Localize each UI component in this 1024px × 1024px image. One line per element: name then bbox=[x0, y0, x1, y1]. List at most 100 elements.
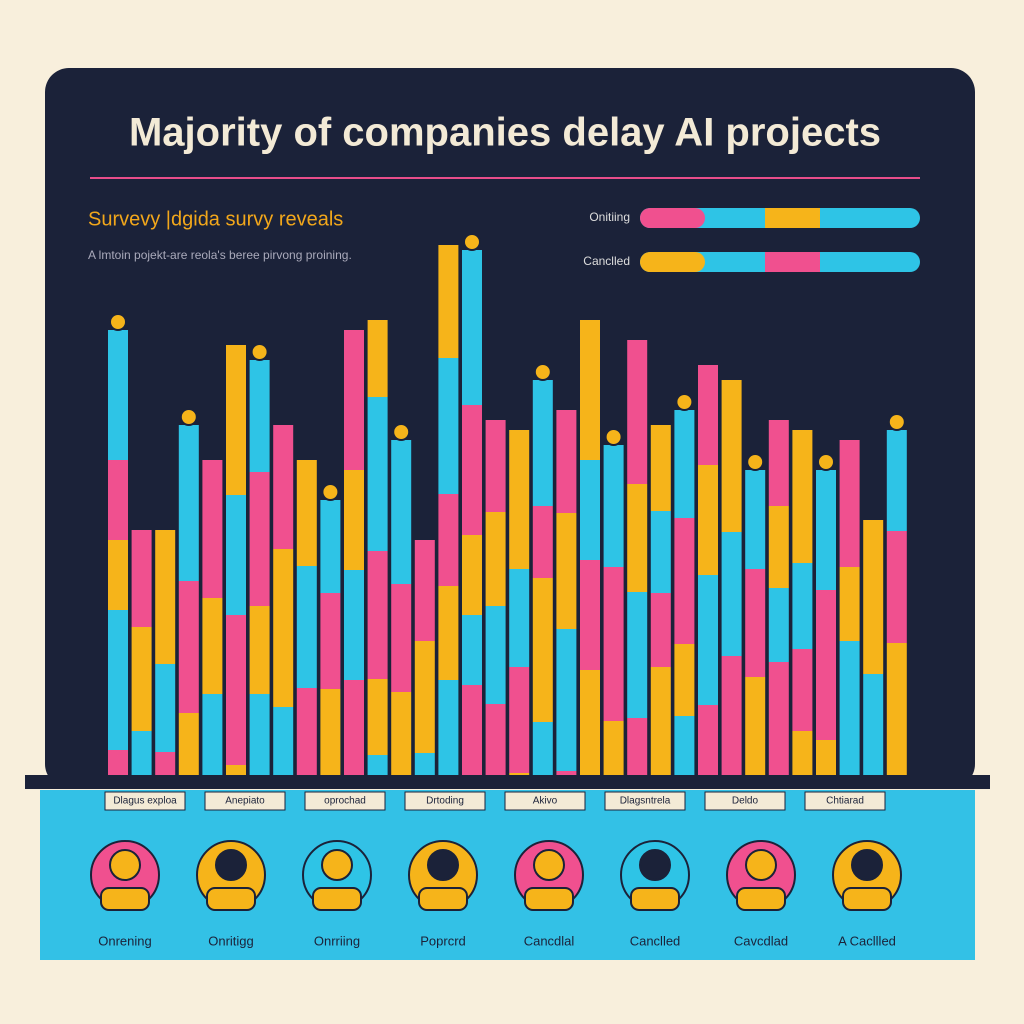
category-label: oprochad bbox=[324, 796, 366, 807]
category-label: Akivo bbox=[533, 796, 558, 807]
decor-bar-segment bbox=[532, 380, 553, 506]
legend-bar-part bbox=[640, 252, 705, 272]
bars bbox=[108, 233, 907, 775]
decor-bar-segment bbox=[509, 569, 530, 667]
baseline bbox=[25, 775, 990, 789]
decor-dot bbox=[463, 233, 481, 251]
avatar-head bbox=[851, 849, 883, 881]
decor-bar-segment bbox=[792, 649, 813, 731]
decor-bar-segment bbox=[580, 560, 600, 670]
avatar-head bbox=[427, 849, 459, 881]
decor-bar-segment bbox=[178, 425, 199, 581]
decor-bar-segment bbox=[178, 581, 199, 713]
decor-bar-segment bbox=[839, 641, 860, 775]
lower-panel bbox=[40, 790, 975, 960]
category-box bbox=[404, 791, 486, 811]
decor-bar-segment bbox=[745, 470, 766, 569]
decor-dot bbox=[392, 423, 411, 441]
decor-bar-segment bbox=[249, 360, 270, 472]
legend-label: Canclled bbox=[583, 254, 630, 268]
decor-bar-segment bbox=[226, 765, 246, 775]
decor-bar-segment bbox=[391, 584, 412, 692]
decor-bar-segment bbox=[768, 588, 789, 662]
decor-bar-segment bbox=[792, 563, 813, 649]
decor-bar-segment bbox=[721, 380, 742, 532]
category-label: Drtoding bbox=[426, 796, 464, 807]
decor-bar-segment bbox=[414, 540, 435, 641]
decor-bar-segment bbox=[108, 460, 128, 540]
decor-bar-segment bbox=[202, 694, 223, 775]
decor-dot bbox=[604, 428, 623, 446]
decor-bar-segment bbox=[202, 598, 223, 694]
decor-bar-segment bbox=[839, 440, 860, 567]
decor-bar-segment bbox=[792, 430, 813, 563]
decor-bar-segment bbox=[768, 662, 789, 775]
decor-bar-segment bbox=[462, 615, 482, 685]
decor-bar-segment bbox=[202, 460, 223, 598]
decor-bar-segment bbox=[839, 567, 860, 641]
legend-bar-part bbox=[640, 208, 705, 228]
decor-bar-segment bbox=[462, 535, 482, 615]
decor-bar-segment bbox=[462, 405, 482, 535]
decor-bar-segment bbox=[438, 245, 459, 358]
decor-bar-segment bbox=[603, 445, 624, 567]
decor-bar-segment bbox=[603, 567, 624, 721]
decor-bar-segment bbox=[391, 692, 412, 775]
avatar-body bbox=[842, 887, 892, 911]
description: A lmtoin pojekt-are reola's beree pirvon… bbox=[88, 248, 352, 262]
decor-bar-segment bbox=[131, 627, 152, 731]
decor-bar-segment bbox=[178, 713, 199, 775]
category-label: Dlagsntrela bbox=[620, 796, 671, 807]
person-label: Cavcdlad bbox=[734, 933, 788, 948]
category-label: Anepiato bbox=[225, 796, 265, 807]
decor-bar-segment bbox=[580, 460, 600, 560]
decor-bar-segment bbox=[438, 358, 459, 494]
avatar-head bbox=[533, 849, 565, 881]
decor-bar-segment bbox=[108, 540, 128, 610]
decor-bar-segment bbox=[580, 670, 600, 775]
decor-bar-segment bbox=[320, 500, 341, 593]
category-box bbox=[304, 791, 386, 811]
decor-dot bbox=[817, 453, 835, 471]
avatar-body bbox=[736, 887, 786, 911]
decor-bar-segment bbox=[226, 495, 246, 615]
decor-dot bbox=[250, 343, 269, 361]
decor-bar-segment bbox=[768, 506, 789, 588]
decor-bar-segment bbox=[273, 549, 294, 707]
decor-bar-segment bbox=[273, 425, 294, 549]
decor-bar-segment bbox=[131, 731, 152, 775]
category-box bbox=[604, 791, 686, 811]
decor-bar-segment bbox=[296, 688, 317, 775]
decor-bar-segment bbox=[226, 345, 246, 495]
decor-dot bbox=[179, 408, 198, 426]
decor-bar-segment bbox=[627, 592, 648, 718]
decor-bar-segment bbox=[414, 753, 435, 775]
category-label: Chtiarad bbox=[826, 796, 864, 807]
decor-bar-segment bbox=[367, 397, 388, 551]
decor-bar-segment bbox=[485, 704, 506, 775]
person-label: Poprcrd bbox=[420, 933, 466, 948]
decor-bar-segment bbox=[296, 460, 317, 566]
decor-dot bbox=[675, 393, 694, 411]
decor-bar-segment bbox=[650, 593, 671, 667]
decor-bar-segment bbox=[485, 606, 506, 704]
avatar-head bbox=[639, 849, 671, 881]
decor-bar-segment bbox=[131, 530, 152, 627]
decor-bar-segment bbox=[650, 425, 671, 511]
decor-bar-segment bbox=[863, 674, 884, 775]
legend-bar-part bbox=[765, 208, 820, 228]
decor-bar-segment bbox=[273, 707, 294, 775]
decor-dot bbox=[533, 363, 552, 381]
decor-bar-segment bbox=[627, 718, 648, 775]
decor-bar-segment bbox=[509, 773, 530, 775]
decor-bar-segment bbox=[226, 615, 246, 765]
avatar-body bbox=[100, 887, 150, 911]
decor-bar-segment bbox=[863, 520, 884, 674]
avatar-head bbox=[109, 849, 141, 881]
decor-bar-segment bbox=[155, 752, 176, 775]
avatar-body bbox=[418, 887, 468, 911]
decor-bar-segment bbox=[485, 512, 506, 606]
decor-bar-segment bbox=[367, 320, 388, 397]
decor-bar-segment bbox=[674, 410, 695, 518]
decor-bar-segment bbox=[580, 320, 600, 460]
